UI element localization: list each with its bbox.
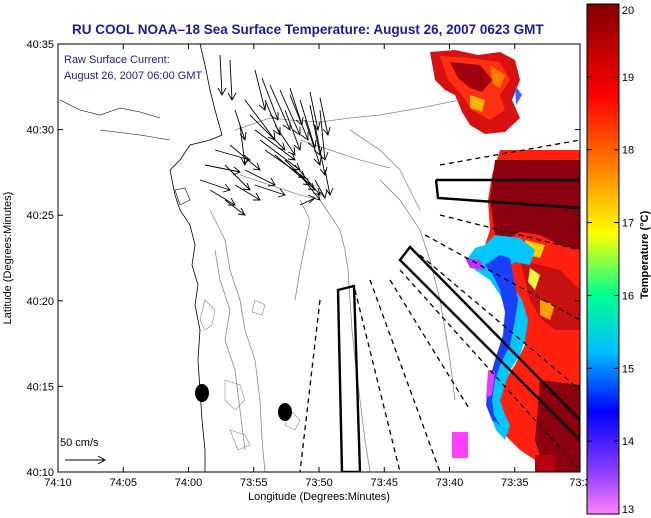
y-axis-ticks: 40:35 40:30 40:25 40:20 40:15 40:10 <box>26 39 580 479</box>
colorbar-tick-label: 16 <box>622 290 634 302</box>
station-marker <box>278 403 292 421</box>
y-tick-label: 40:10 <box>26 467 54 479</box>
colorbar-tick-label: 18 <box>622 145 634 157</box>
x-tick-label: 73:40 <box>436 477 464 489</box>
y-tick-label: 40:15 <box>26 381 54 393</box>
x-axis-ticks: 74:10 74:05 74:00 73:55 73:50 73:45 73:40 73:35… <box>44 44 591 489</box>
survey-boxes <box>336 178 580 472</box>
x-tick-label: 73:50 <box>305 477 333 489</box>
x-tick-label: 73:3 <box>569 477 590 489</box>
x-axis-label: Longitude (Degrees:Minutes) <box>248 491 390 503</box>
colorbar-ticks: 20 19 18 17 16 15 14 13 <box>587 3 634 516</box>
colorbar-tick-label: 19 <box>622 72 634 84</box>
colorbar-tick-label: 15 <box>622 363 634 375</box>
colorbar-tick-label: 13 <box>622 504 634 516</box>
bathymetry-contours <box>209 99 461 472</box>
scale-label: 50 cm/s <box>60 437 99 449</box>
y-tick-label: 40:30 <box>26 125 54 137</box>
y-tick-label: 40:20 <box>26 296 54 308</box>
colorbar-tick-label: 14 <box>622 436 634 448</box>
colorbar-tick-label: 20 <box>622 5 634 17</box>
annotation-line2: August 26, 2007 06:00 GMT <box>64 70 202 82</box>
radar-lines <box>299 139 580 472</box>
y-axis-label: Latitude (Degrees:Minutes) <box>2 192 14 325</box>
colorbar-label: Temperature (°C) <box>639 210 651 299</box>
x-tick-label: 73:45 <box>370 477 398 489</box>
x-tick-label: 74:10 <box>44 477 72 489</box>
map-plot-area <box>58 44 580 472</box>
x-tick-label: 73:35 <box>501 477 529 489</box>
scale-arrow <box>65 455 107 465</box>
annotation-line1: Raw Surface Current: <box>64 54 170 66</box>
x-tick-label: 73:55 <box>240 477 268 489</box>
current-vectors <box>199 54 334 216</box>
x-tick-label: 74:00 <box>175 477 203 489</box>
coastline <box>58 44 223 472</box>
figure-title: RU COOL NOAA–18 Sea Surface Temperature:… <box>72 22 544 37</box>
y-tick-label: 40:35 <box>26 39 54 51</box>
station-marker <box>195 384 209 402</box>
colorbar-tick-label: 17 <box>622 218 634 230</box>
x-tick-label: 74:05 <box>109 477 137 489</box>
y-tick-label: 40:25 <box>26 210 54 222</box>
colorbar <box>586 3 620 515</box>
